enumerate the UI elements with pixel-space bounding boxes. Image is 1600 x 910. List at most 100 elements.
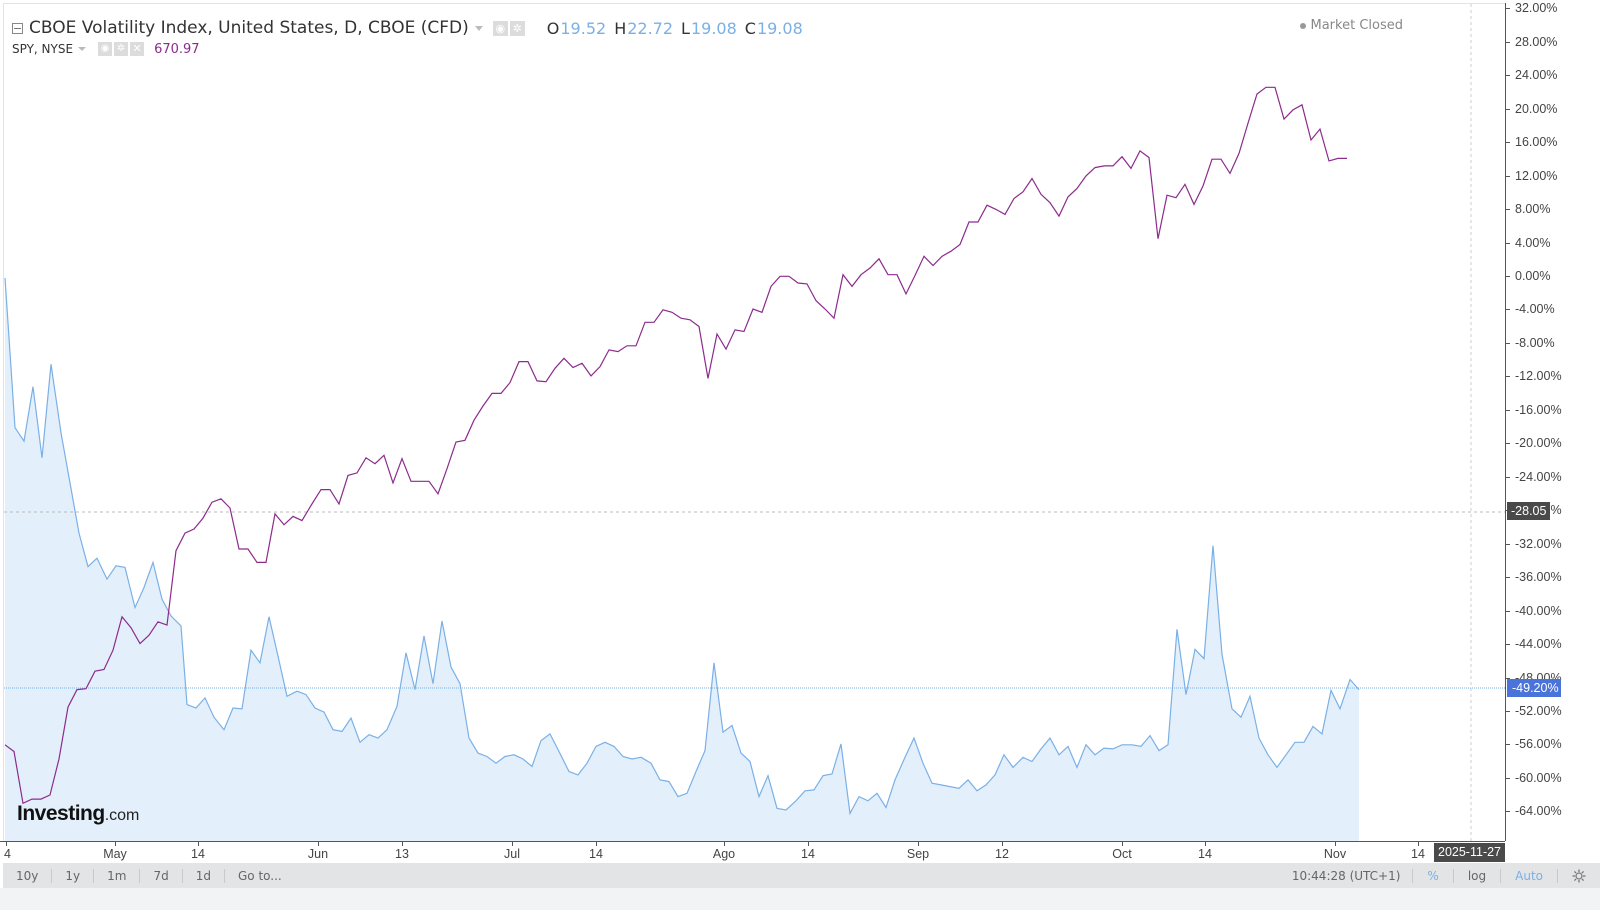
tick-mark xyxy=(512,842,513,846)
y-tick: 28.00% xyxy=(1506,35,1600,50)
divider xyxy=(1412,868,1414,883)
goto-date-button[interactable]: Go to... xyxy=(237,868,282,883)
spy-line xyxy=(4,86,1347,805)
y-tick-label: 8.00% xyxy=(1515,202,1551,217)
collapse-icon[interactable] xyxy=(12,22,23,34)
tick-mark xyxy=(1506,677,1510,679)
x-tick-label: Sep xyxy=(906,847,930,861)
close-value: 19.08 xyxy=(756,18,803,38)
compare-series-legend: SPY, NYSE ◉ ✲ ✕ 670.97 xyxy=(12,40,803,58)
tick-mark xyxy=(808,842,809,846)
y-tick-label: -16.00% xyxy=(1515,402,1562,417)
tick-mark xyxy=(1506,309,1510,311)
divider xyxy=(1452,868,1454,883)
tick-mark xyxy=(1506,376,1510,378)
y-tick-label: -44.00% xyxy=(1515,637,1562,652)
tick-mark xyxy=(1506,577,1510,579)
x-tick-label: 13 xyxy=(395,847,409,861)
y-tick-label: -4.00% xyxy=(1515,302,1555,317)
range-1m-button[interactable]: 1m xyxy=(94,868,141,883)
chart-canvas[interactable] xyxy=(4,4,1506,842)
range-10y-button[interactable]: 10y xyxy=(3,868,53,883)
x-tick-label: 14 xyxy=(1411,847,1425,861)
percent-scale-toggle[interactable]: % xyxy=(1427,868,1439,883)
clock-time: 10:44:28 (UTC+1) xyxy=(1291,868,1401,883)
log-scale-toggle[interactable]: log xyxy=(1467,868,1487,883)
y-tick-label: -24.00% xyxy=(1515,469,1562,484)
tick-mark xyxy=(1506,710,1510,712)
status-dot-icon xyxy=(1299,22,1306,29)
compare-symbol: SPY, NYSE xyxy=(12,42,74,56)
y-tick: -56.00% xyxy=(1506,737,1600,752)
x-tick-label: Oct xyxy=(1112,847,1132,861)
chevron-down-icon[interactable] xyxy=(474,25,483,31)
tick-mark xyxy=(1506,276,1510,277)
y-tick: 12.00% xyxy=(1506,168,1600,184)
y-tick-label: -60.00% xyxy=(1515,770,1562,785)
time-axis[interactable]: 4 May 14 Jun 13 Jul 14 Ago 14 Sep 12 Oct 14 Nov 14 xyxy=(0,841,1505,864)
high-label: H xyxy=(614,18,627,38)
tick-mark xyxy=(6,842,7,846)
y-tick-label: -40.00% xyxy=(1515,603,1562,618)
high-value: 22.72 xyxy=(627,18,674,38)
y-tick: 8.00% xyxy=(1506,202,1600,217)
tick-mark xyxy=(318,842,319,846)
tick-mark xyxy=(918,842,919,846)
y-tick: -32.00% xyxy=(1506,537,1600,552)
tick-mark xyxy=(1506,777,1510,779)
open-value: 19.52 xyxy=(560,18,607,38)
y-tick-label: 16.00% xyxy=(1515,135,1558,150)
y-tick: 24.00% xyxy=(1506,68,1600,83)
eye-icon[interactable]: ◉ xyxy=(98,42,113,56)
low-label: L xyxy=(681,18,690,38)
y-tick: -16.00% xyxy=(1506,402,1600,418)
y-tick: -12.00% xyxy=(1506,369,1600,384)
x-tick-label: 14 xyxy=(589,847,603,861)
chart-legend: CBOE Volatility Index, United States, D,… xyxy=(12,16,803,58)
close-icon[interactable]: ✕ xyxy=(130,42,145,56)
x-tick-label: 14 xyxy=(1198,847,1212,861)
price-axis[interactable]: 32.00% 28.00% 24.00% 20.00% 16.00% 12.00% 8.00… xyxy=(1505,1,1600,841)
tick-mark xyxy=(402,842,403,846)
tick-mark xyxy=(724,842,725,846)
range-7d-button[interactable]: 7d xyxy=(140,868,183,883)
gear-icon[interactable] xyxy=(1572,869,1586,883)
tick-mark xyxy=(1506,744,1510,746)
eye-icon[interactable]: ◉ xyxy=(492,20,508,36)
logo-brand: Investing xyxy=(17,802,105,825)
x-tick-label: 12 xyxy=(995,847,1009,861)
tick-mark xyxy=(1506,644,1510,646)
x-tick-label: 14 xyxy=(191,847,205,861)
bottom-toolbar: 10y 1y 1m 7d 1d Go to... 10:44:28 (UTC+1… xyxy=(3,863,1600,888)
y-tick-label: 4.00% xyxy=(1515,235,1551,250)
auto-scale-toggle[interactable]: Auto xyxy=(1515,868,1543,883)
tick-mark xyxy=(1506,409,1510,411)
tick-mark xyxy=(1506,242,1510,244)
y-tick: 0.00% xyxy=(1506,269,1600,284)
open-label: O xyxy=(546,18,560,38)
plot-area[interactable]: CBOE Volatility Index, United States, D,… xyxy=(3,3,1506,842)
y-tick-label: 20.00% xyxy=(1515,101,1558,116)
x-tick-label: May xyxy=(103,847,127,861)
chevron-down-icon[interactable] xyxy=(78,47,87,51)
gear-icon[interactable]: ✲ xyxy=(114,42,129,56)
tick-mark xyxy=(1506,175,1510,177)
y-tick: -24.00% xyxy=(1506,469,1600,485)
y-tick-label: -36.00% xyxy=(1515,570,1562,585)
y-tick: -52.00% xyxy=(1506,704,1600,719)
y-tick-label: 12.00% xyxy=(1515,168,1558,183)
range-1y-button[interactable]: 1y xyxy=(52,868,95,883)
tick-mark xyxy=(1506,41,1510,43)
divider xyxy=(1500,868,1502,883)
y-tick-label: -56.00% xyxy=(1515,737,1562,752)
investing-logo: Investing.com xyxy=(17,802,139,826)
x-tick-label: Jul xyxy=(504,847,520,861)
y-tick: 32.00% xyxy=(1506,1,1600,16)
gear-icon[interactable]: ✲ xyxy=(509,20,525,36)
y-tick-label: 24.00% xyxy=(1515,68,1558,83)
y-tick-label: -12.00% xyxy=(1515,369,1562,384)
tick-mark xyxy=(1506,811,1510,813)
range-1d-button[interactable]: 1d xyxy=(183,868,225,883)
x-tick-label: Ago xyxy=(712,847,736,861)
